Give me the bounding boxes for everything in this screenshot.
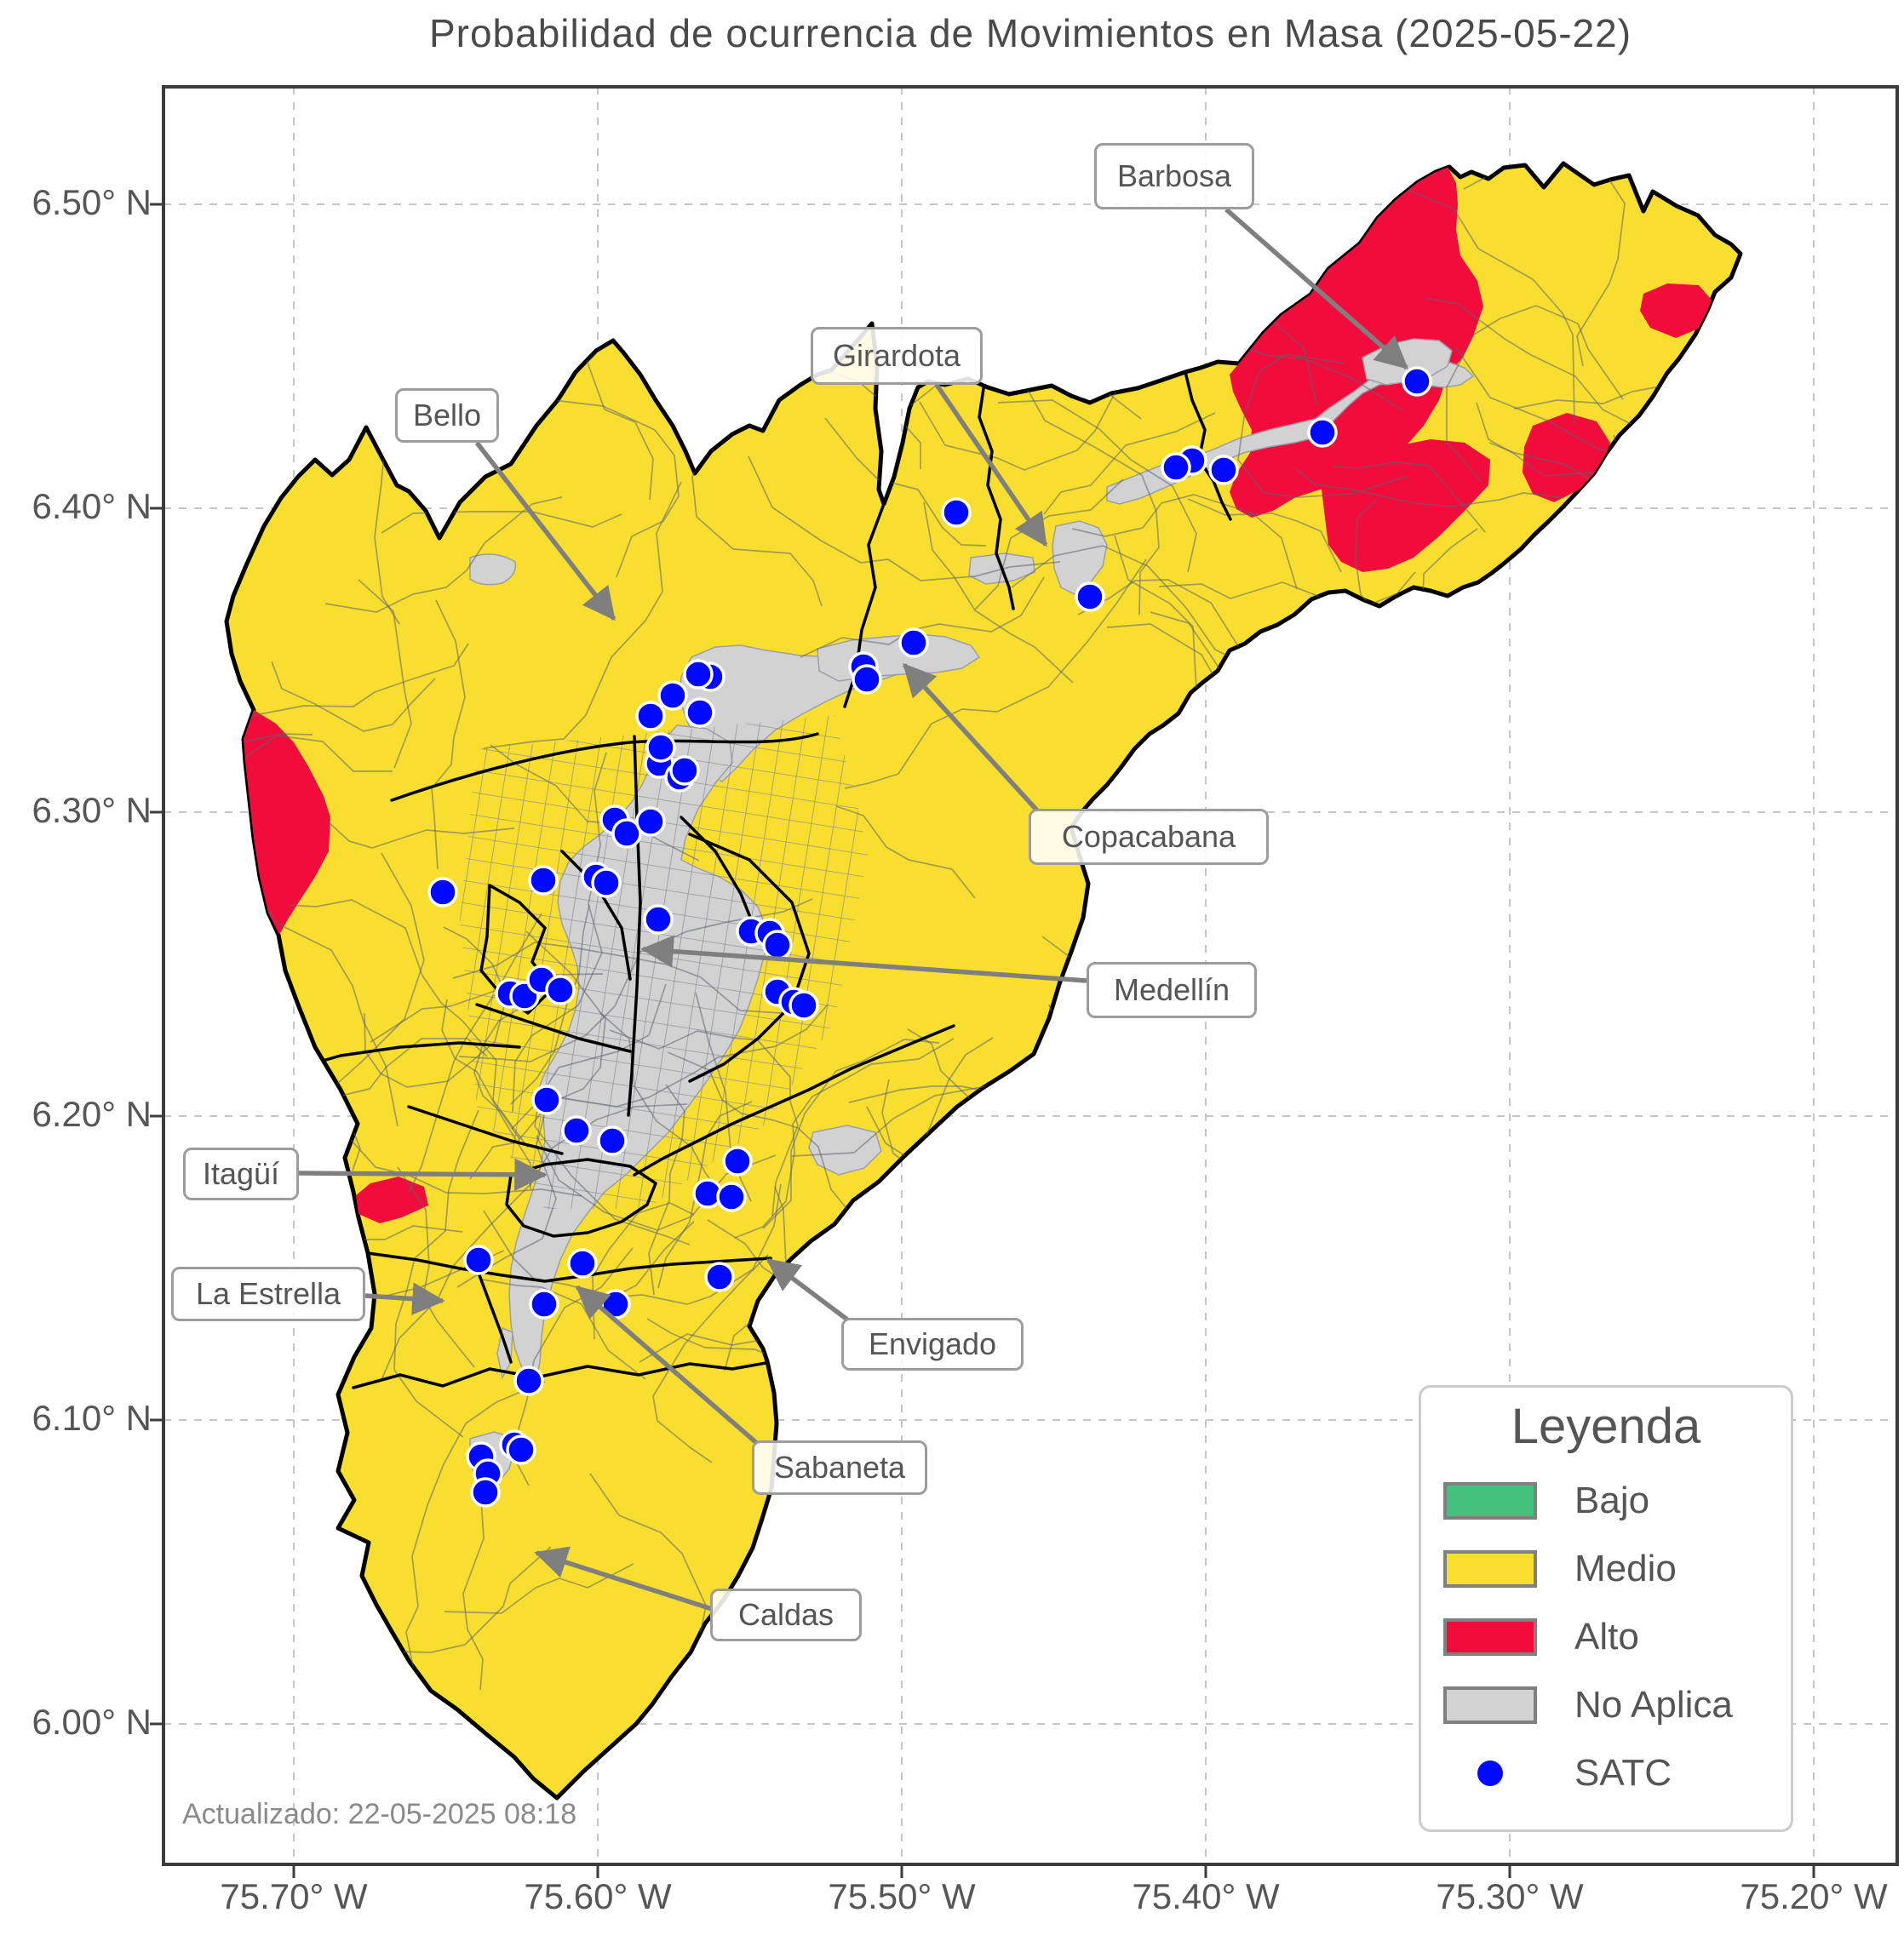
annotation-label-bello: Bello [395, 388, 499, 443]
satc-dot [470, 1477, 501, 1508]
annotation-arrow-sabaneta [575, 1285, 761, 1448]
legend-item-label: SATC [1574, 1752, 1672, 1794]
legend-title: Leyenda [1511, 1399, 1701, 1454]
y-tick-label: 6.20° N [32, 1094, 152, 1134]
annotation-label-girardota: Girardota [811, 327, 983, 385]
x-tick-label: 75.70° W [220, 1876, 368, 1916]
x-tick-label: 75.40° W [1132, 1876, 1280, 1916]
annotation-arrow-medellin [640, 935, 1087, 983]
legend-item-satc: SATC [1442, 1739, 1770, 1807]
legend: Leyenda Bajo Medio Alto No Aplica SATC [1419, 1385, 1793, 1832]
satc-dot [645, 732, 676, 763]
legend-item-no-aplica: No Aplica [1442, 1671, 1770, 1739]
legend-item-label: No Aplica [1574, 1684, 1733, 1726]
legend-item-label: Bajo [1574, 1480, 1650, 1521]
x-tick-label: 75.60° W [524, 1876, 672, 1916]
annotation-label-sabaneta: Sabaneta [752, 1440, 927, 1495]
satc-dot [762, 930, 793, 960]
satc-dot [597, 1125, 628, 1156]
legend-item-bajo: Bajo [1442, 1467, 1770, 1535]
annotation-label-copacabana: Copacabana [1029, 809, 1269, 865]
satc-dot [643, 904, 674, 935]
satc-dot [1075, 581, 1105, 612]
satc-dot [528, 865, 559, 896]
satc-dot [683, 659, 714, 690]
annotation-arrow-bello [474, 441, 617, 621]
annotation-label-itagui: Itagüí [183, 1148, 299, 1200]
satc-dot [427, 877, 458, 908]
annotation-label-barbosa: Barbosa [1094, 143, 1254, 209]
annotation-label-envigado: Envigado [841, 1318, 1024, 1371]
satc-dot [529, 1289, 559, 1320]
annotation-arrow-laestrella [364, 1282, 445, 1315]
satc-dot [506, 1434, 536, 1465]
annotation-arrow-girardota [934, 383, 1048, 547]
satc-dot [789, 990, 819, 1021]
annotation-arrow-copacabana [902, 662, 1040, 812]
annotation-label-medellin: Medellín [1087, 962, 1257, 1018]
satc-dot [591, 867, 622, 898]
x-tick-label: 75.20° W [1740, 1876, 1888, 1916]
satc-dot [1402, 366, 1432, 397]
satc-dot [852, 664, 882, 695]
satc-dot [1208, 455, 1239, 485]
map-title: Probabilidad de ocurrencia de Movimiento… [428, 11, 1632, 55]
updated-timestamp: Actualizado: 22-05-2025 08:18 [182, 1798, 577, 1830]
satc-dot [898, 627, 929, 658]
annotation-arrow-barbosa [1224, 207, 1409, 370]
satc-dot [704, 1262, 735, 1292]
legend-item-alto: Alto [1442, 1603, 1770, 1671]
satc-dot [531, 1085, 562, 1115]
x-tick-label: 75.30° W [1436, 1876, 1584, 1916]
annotation-label-laestrella: La Estrella [171, 1267, 365, 1321]
x-tick-label: 75.50° W [828, 1876, 976, 1916]
satc-stations [427, 366, 1432, 1508]
legend-swatch [1443, 1686, 1537, 1724]
satc-dot [567, 1248, 598, 1279]
satc-dot [685, 697, 715, 728]
y-tick-label: 6.10° N [32, 1398, 152, 1438]
legend-swatch [1443, 1550, 1537, 1588]
satc-dot [941, 497, 972, 528]
annotation-arrow-itagui [298, 1158, 548, 1192]
satc-dot [611, 818, 642, 849]
satc-dot [1307, 417, 1338, 448]
satc-dot [669, 755, 700, 786]
satc-dot [635, 701, 666, 731]
legend-item-label: Alto [1574, 1616, 1639, 1658]
legend-swatch [1443, 1618, 1537, 1656]
y-tick-label: 6.40° N [32, 486, 152, 526]
annotation-label-caldas: Caldas [710, 1589, 862, 1641]
y-tick-label: 6.00° N [32, 1702, 152, 1742]
satc-dot [513, 1366, 544, 1396]
tick-marks [150, 203, 1815, 1878]
plot-frame [162, 85, 1899, 1866]
y-tick-label: 6.50° N [32, 182, 152, 222]
satc-dot [716, 1182, 747, 1212]
satc-dot [545, 975, 576, 1005]
annotation-arrows [298, 207, 1409, 1612]
satc-dot [722, 1146, 753, 1177]
legend-item-medio: Medio [1442, 1535, 1770, 1603]
annotation-arrow-envigado [766, 1257, 849, 1322]
legend-rows: Bajo Medio Alto No Aplica SATC [1442, 1467, 1770, 1807]
satc-dot [1161, 452, 1191, 483]
legend-dot-marker [1477, 1761, 1503, 1786]
annotation-arrow-caldas [534, 1546, 713, 1612]
legend-swatch [1443, 1482, 1537, 1520]
satc-dot [657, 680, 688, 711]
satc-dot [463, 1245, 494, 1275]
satc-dot [635, 806, 666, 837]
satc-dot [561, 1115, 592, 1146]
y-tick-label: 6.30° N [32, 790, 152, 830]
legend-item-label: Medio [1574, 1548, 1677, 1589]
